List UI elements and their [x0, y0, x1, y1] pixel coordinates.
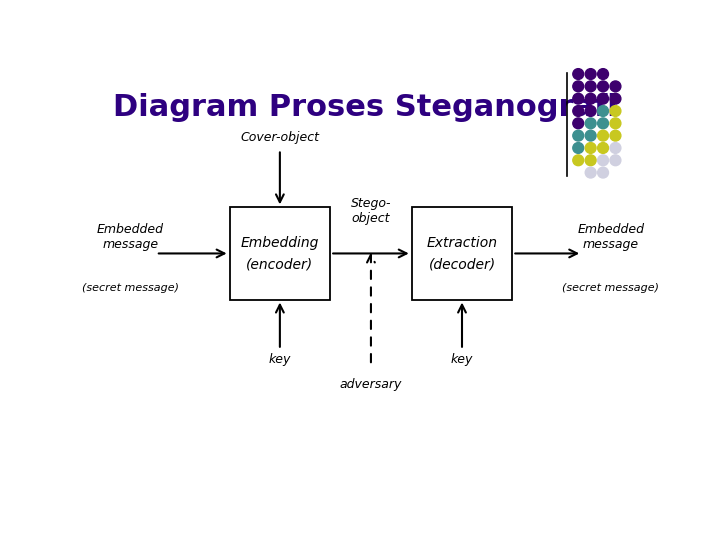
- Bar: [412, 207, 513, 300]
- Text: Diagram Proses Steganografi: Diagram Proses Steganografi: [113, 93, 618, 122]
- Text: Embedded
message: Embedded message: [577, 222, 644, 251]
- Text: adversary: adversary: [340, 378, 402, 391]
- Circle shape: [585, 130, 596, 141]
- Text: (encoder): (encoder): [246, 257, 313, 271]
- Circle shape: [598, 167, 608, 178]
- Circle shape: [598, 130, 608, 141]
- Circle shape: [585, 167, 596, 178]
- Circle shape: [585, 81, 596, 92]
- Circle shape: [598, 143, 608, 153]
- Circle shape: [610, 130, 621, 141]
- Circle shape: [598, 118, 608, 129]
- Text: (secret message): (secret message): [82, 283, 179, 293]
- Circle shape: [573, 69, 584, 79]
- Circle shape: [573, 155, 584, 166]
- Circle shape: [585, 143, 596, 153]
- Circle shape: [573, 106, 584, 117]
- Circle shape: [610, 118, 621, 129]
- Text: key: key: [269, 353, 291, 366]
- Circle shape: [585, 118, 596, 129]
- Circle shape: [598, 69, 608, 79]
- Circle shape: [573, 118, 584, 129]
- Circle shape: [598, 155, 608, 166]
- Text: Cover-object: Cover-object: [240, 131, 320, 144]
- Circle shape: [573, 81, 584, 92]
- Circle shape: [585, 69, 596, 79]
- Circle shape: [585, 106, 596, 117]
- Circle shape: [598, 81, 608, 92]
- Circle shape: [585, 155, 596, 166]
- Circle shape: [573, 93, 584, 104]
- Text: key: key: [451, 353, 473, 366]
- Circle shape: [598, 93, 608, 104]
- Circle shape: [573, 130, 584, 141]
- Circle shape: [610, 93, 621, 104]
- Circle shape: [573, 143, 584, 153]
- Text: (decoder): (decoder): [428, 257, 495, 271]
- Circle shape: [610, 143, 621, 153]
- Text: (secret message): (secret message): [562, 283, 660, 293]
- Circle shape: [610, 106, 621, 117]
- Bar: [230, 207, 330, 300]
- Circle shape: [598, 106, 608, 117]
- Text: Embedded
message: Embedded message: [96, 222, 164, 251]
- Text: Embedding: Embedding: [240, 235, 319, 249]
- Text: Extraction: Extraction: [426, 235, 498, 249]
- Circle shape: [610, 155, 621, 166]
- Text: Stego-
object: Stego- object: [351, 197, 391, 225]
- Circle shape: [610, 81, 621, 92]
- Circle shape: [585, 93, 596, 104]
